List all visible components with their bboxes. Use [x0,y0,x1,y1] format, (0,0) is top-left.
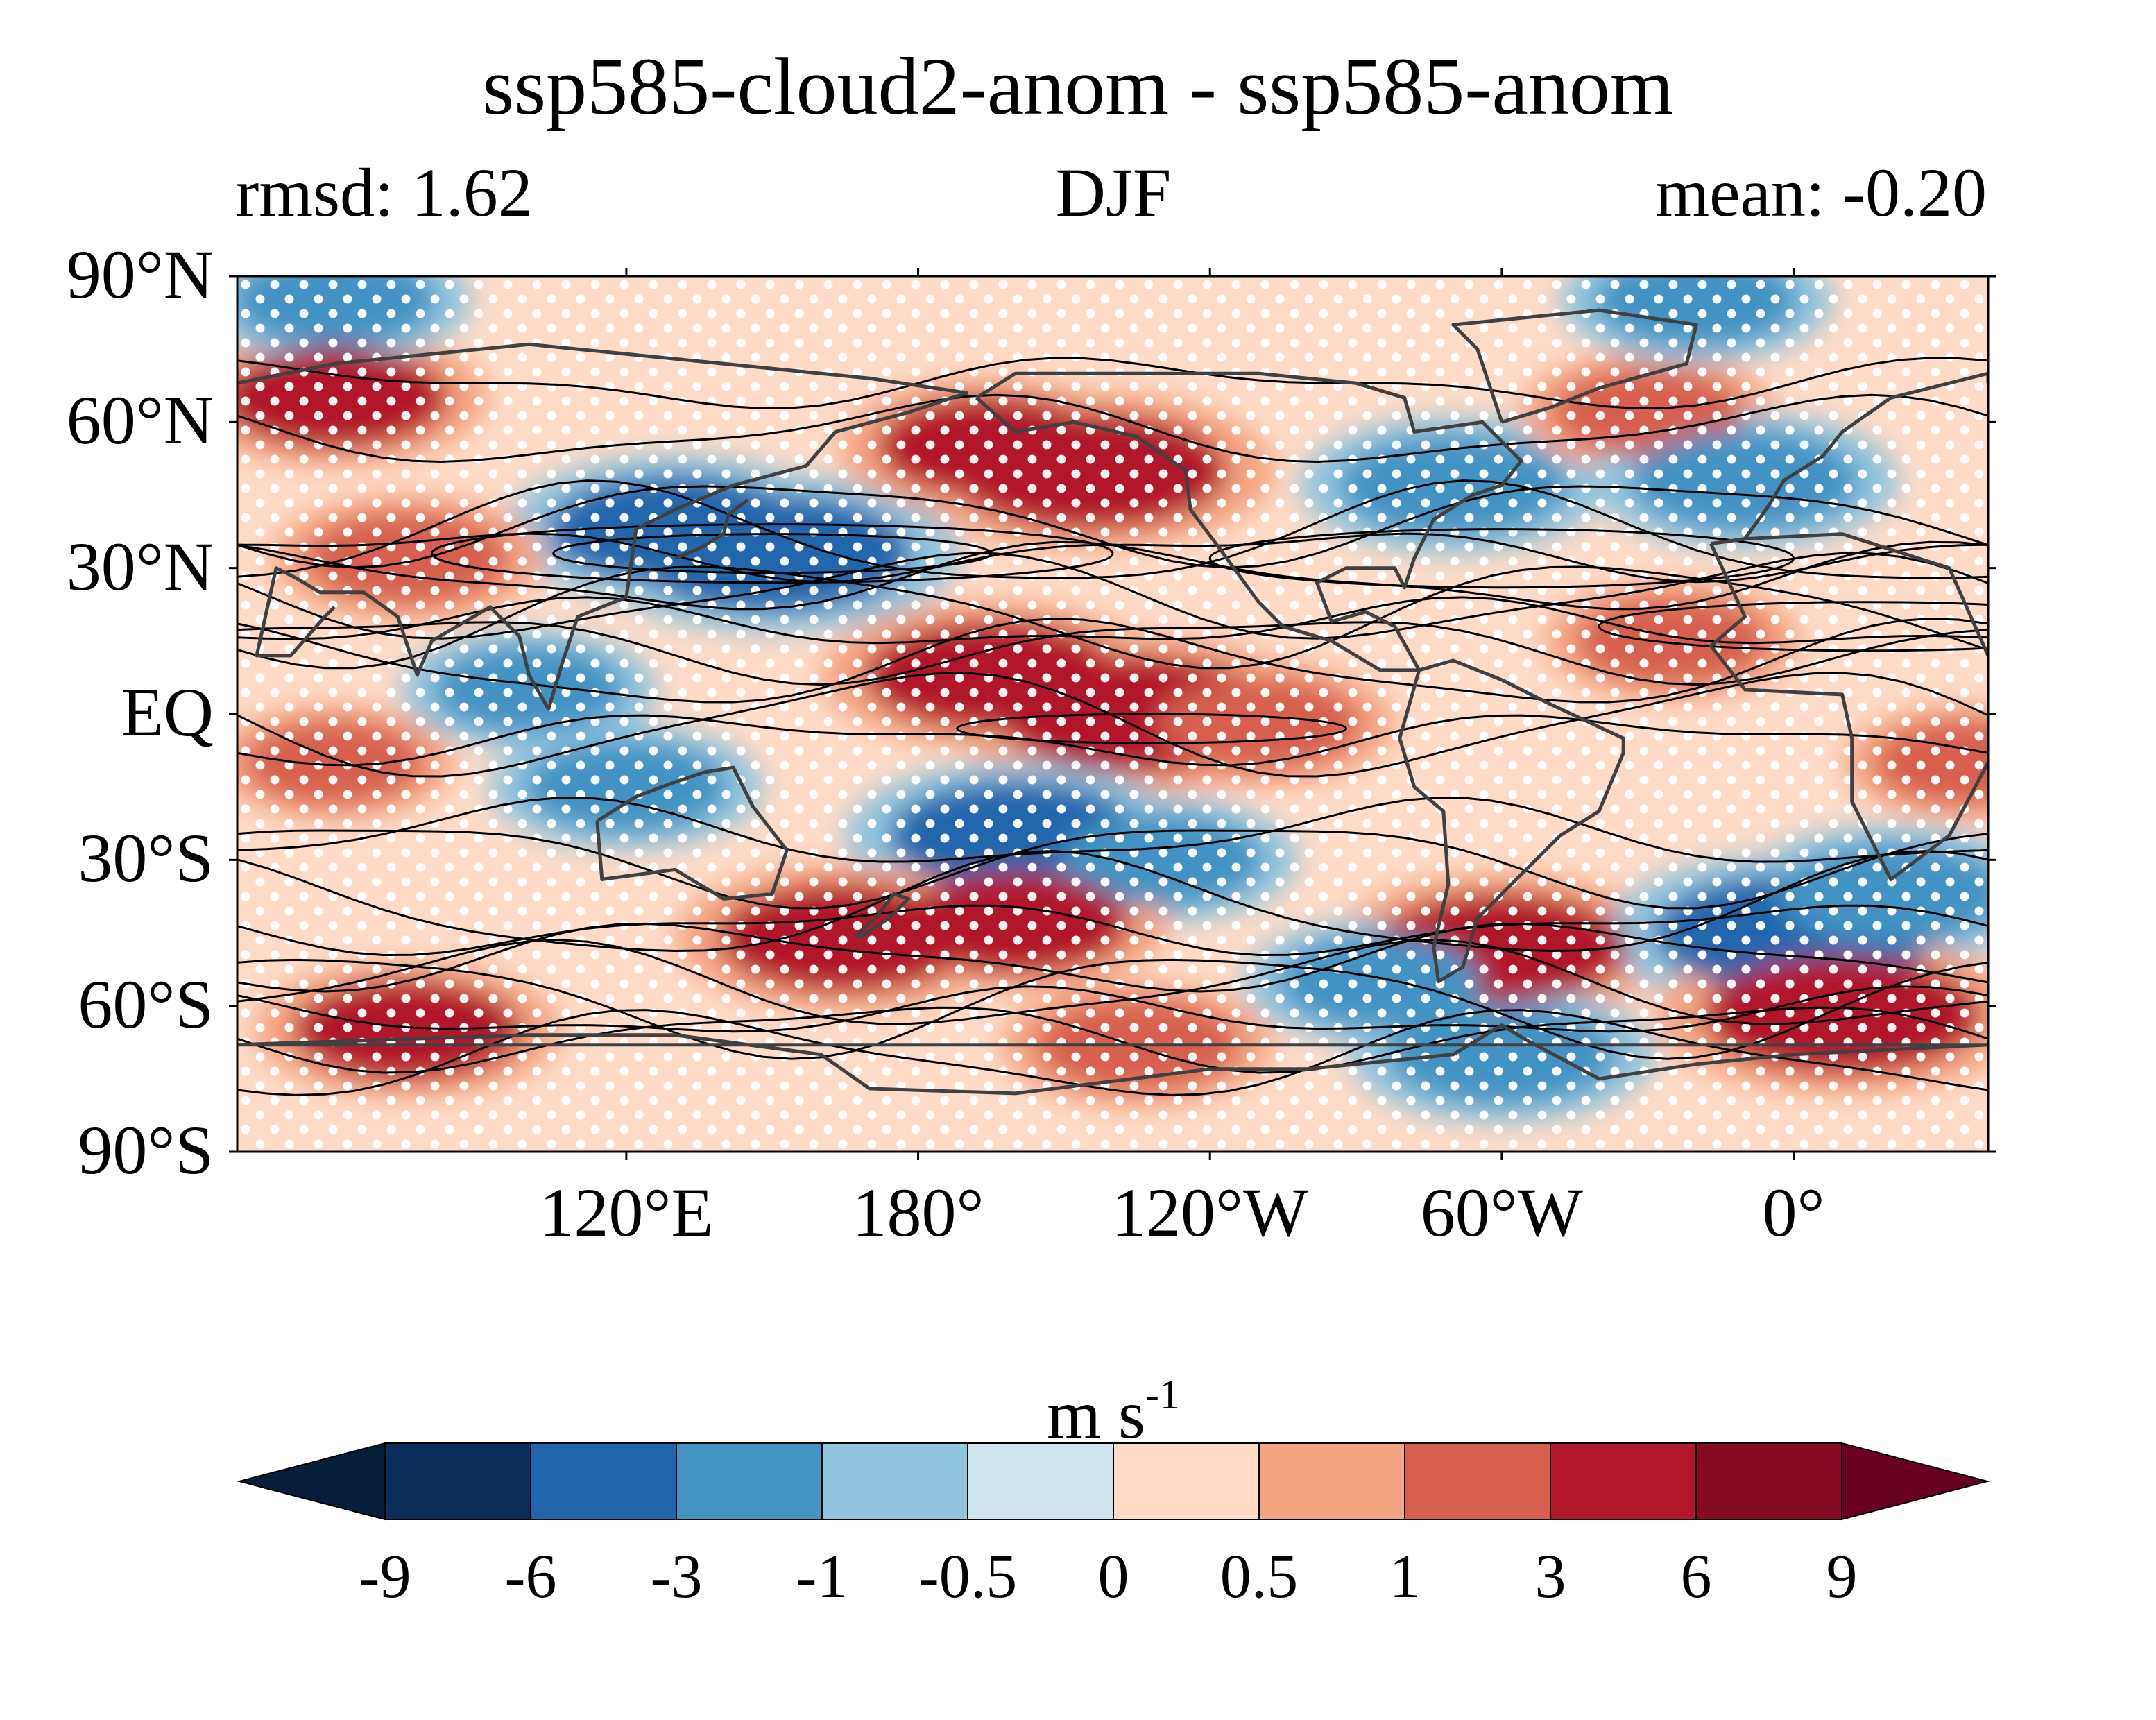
colorbar-swatch [967,1442,1114,1520]
y-tick-label: 30°N [66,527,214,605]
climatology-contour [237,904,1988,957]
colorbar-swatch [676,1442,823,1520]
antarctica-coast [237,1023,1988,1096]
climatology-contour [237,357,1988,410]
x-tick-label: 60°W [1420,1174,1584,1251]
y-tick-label: 30°S [78,819,214,897]
climatology-contour [237,958,1988,1060]
colorbar-tick-label: 1 [1389,1542,1421,1611]
colorbar-tick-label: 0.5 [1220,1542,1299,1611]
europe-asia-coast [1743,371,1988,540]
climatology-contour [552,533,993,574]
y-tick-label: 60°N [66,382,214,459]
climatology-contour [1208,528,1795,589]
climatology-contour [237,479,1988,579]
mean-label: mean: -0.20 [1655,154,1987,231]
climatology-contour [237,985,1988,1033]
colorbar-tick-label: 3 [1534,1542,1566,1611]
colorbar-swatch [530,1442,677,1520]
japan-coast [674,498,749,560]
colorbar-swatch [1404,1442,1551,1520]
asia-coast-east [237,342,969,711]
climatology-contour [430,523,1114,584]
colorbar-tick-label: -3 [650,1542,703,1611]
season-label: DJF [1055,154,1172,231]
africa-coast [1709,532,1988,881]
y-tick-label: 90°N [66,236,214,313]
colorbar-tick-label: -6 [504,1542,557,1611]
colorbar-swatch [821,1442,968,1520]
rmsd-label: rmsd: 1.62 [236,154,533,231]
australia-coast [595,765,789,901]
units-base: m s [1047,1376,1145,1453]
y-tick-label: EQ [121,674,214,751]
x-tick-label: 120°W [1111,1174,1309,1251]
climatology-contour [237,714,1988,767]
greenland-coast [1451,308,1698,424]
x-tick-label: 0° [1762,1174,1825,1251]
climatology-contour [237,540,1988,611]
colorbar-tick-label: 9 [1826,1542,1858,1611]
colorbar-swatch [1113,1442,1260,1520]
colorbar-tick-label: -9 [359,1542,411,1611]
climatology-contour [237,565,1988,670]
nz-coast [853,892,910,939]
x-tick-label: 120°E [539,1174,714,1251]
colorbar-units: m s-1 [0,1353,2156,1456]
x-tick-label: 180° [852,1174,984,1251]
colorbar-swatch [384,1442,531,1520]
map-title: ssp585-cloud2-anom - ssp585-anom [482,41,1674,132]
climatology-contour [237,621,1988,686]
climatology-contour [237,1006,1988,1074]
y-tick-label: 90°S [78,1112,214,1189]
climatology-contour [1598,601,1988,652]
colorbar-tick-label: -1 [796,1542,848,1611]
climatology-contour [237,617,1988,704]
colorbar-tick-label: 6 [1680,1542,1712,1611]
climatology-contour [237,849,1988,953]
climatology-contour [956,713,1348,744]
colorbar-tick-label: -0.5 [918,1542,1018,1611]
south-america-coast [1398,658,1625,984]
climatology-contour [237,829,1988,910]
colorbar-extend-high [1841,1442,1990,1521]
climatology-contour [237,672,1988,778]
colorbar-swatch [1695,1442,1842,1520]
units-exponent: -1 [1145,1372,1180,1417]
north-america-coast [975,371,1523,672]
climatology-contour [237,596,1988,645]
colorbar-tick-label: 0 [1097,1542,1129,1611]
colorbar-swatch [1258,1442,1405,1520]
climatology-contour [237,797,1988,863]
climatology-contour [237,393,1988,463]
y-tick-label: 60°S [78,965,214,1043]
